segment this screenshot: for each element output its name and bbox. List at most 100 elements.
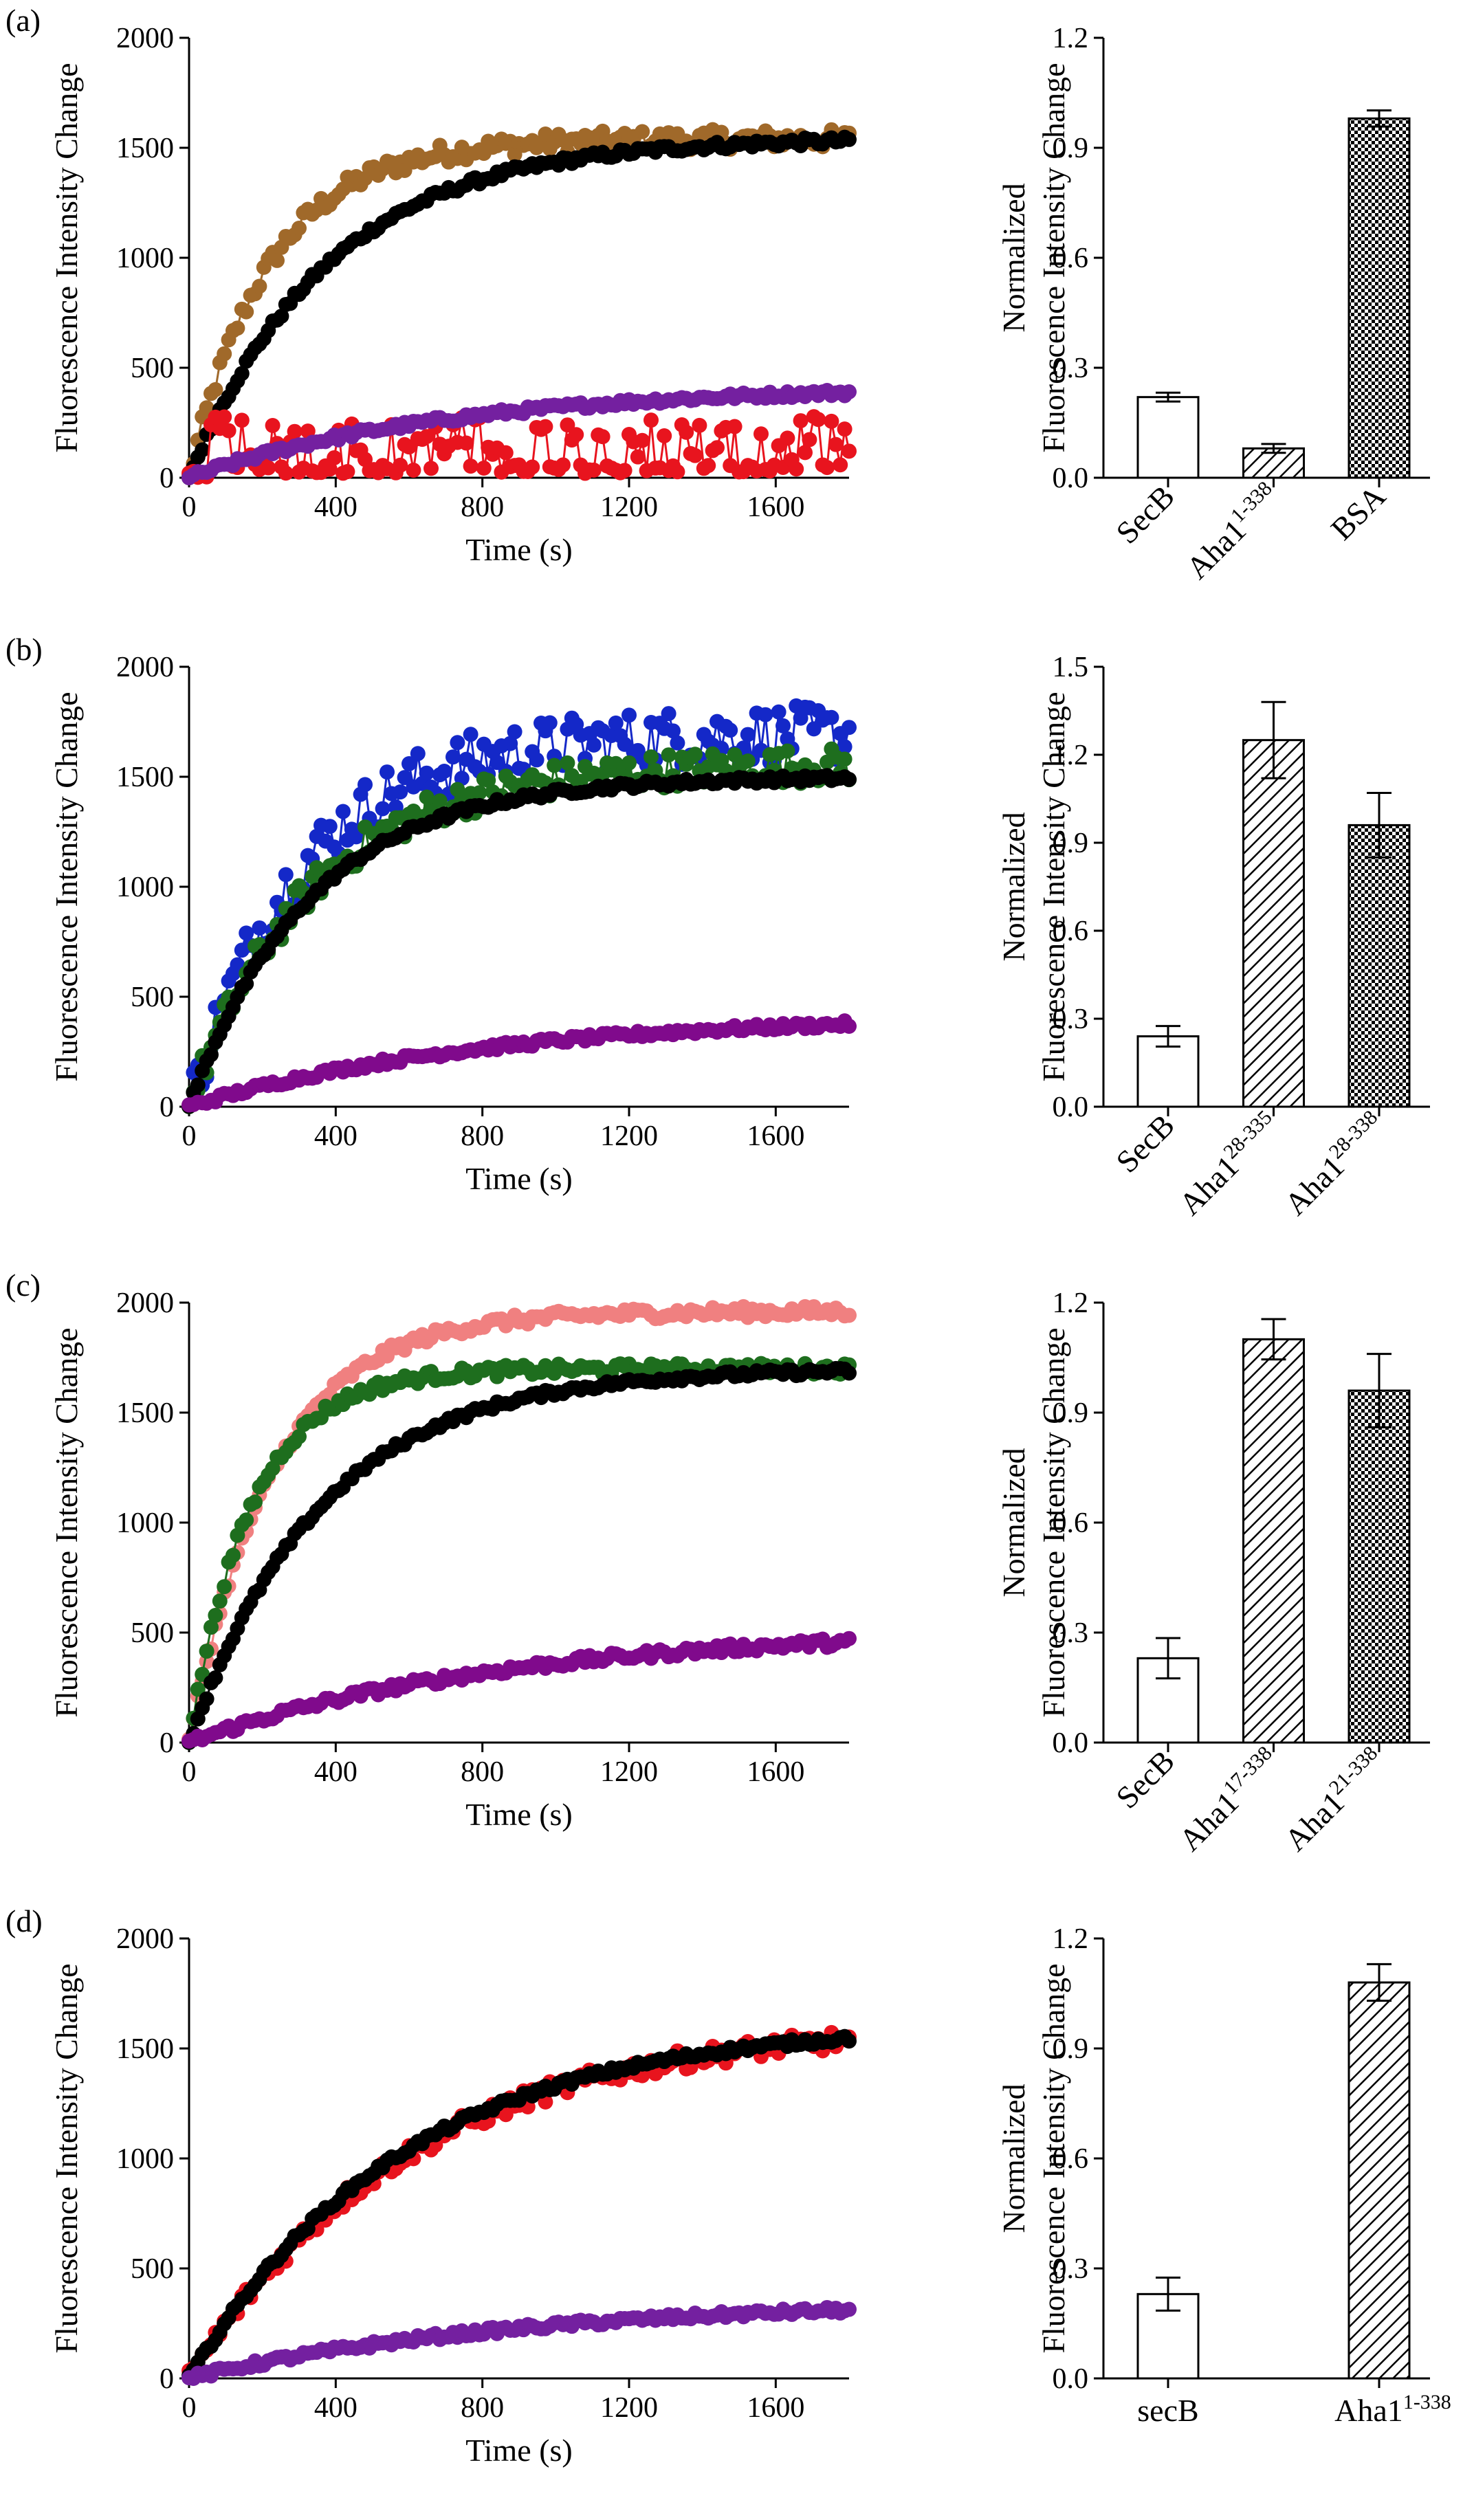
bar-y-tick-label: 0.9 — [1053, 828, 1089, 859]
data-point — [828, 436, 844, 452]
data-point — [842, 1365, 857, 1381]
data-point — [212, 1593, 228, 1609]
y-tick-label: 1000 — [116, 2143, 174, 2175]
series-2 — [182, 1360, 857, 1750]
data-point — [292, 1428, 307, 1444]
data-point — [190, 1681, 206, 1697]
data-point — [437, 764, 452, 780]
x-tick-label: 0 — [182, 1756, 197, 1788]
panel-label: (c) — [6, 1268, 41, 1303]
data-point — [525, 459, 540, 475]
data-point — [740, 753, 756, 769]
data-point — [793, 413, 808, 429]
x-tick-label: 1200 — [600, 2392, 658, 2424]
data-point — [375, 801, 390, 817]
time-course-plot: 0 500 1000 1500 2000 0 400 800 1200 1600 Time (s) F… — [49, 1287, 857, 1832]
x-tick-label: 0 — [182, 1120, 197, 1152]
data-point — [586, 737, 602, 753]
series-3 — [182, 1631, 857, 1749]
data-point — [780, 743, 795, 759]
y-tick-label: 1500 — [116, 762, 174, 793]
data-point — [740, 727, 756, 742]
data-point — [481, 773, 496, 788]
category-label-sup: 28-338 — [1325, 1106, 1382, 1163]
bar-y-tick-label: 0.9 — [1053, 2033, 1089, 2065]
x-tick-label: 0 — [182, 2392, 197, 2424]
data-point — [701, 458, 716, 474]
y-tick-label: 0 — [160, 1092, 174, 1123]
data-point — [221, 423, 236, 439]
data-point — [336, 804, 351, 819]
x-tick-label: 1600 — [747, 1120, 804, 1152]
data-point — [824, 709, 839, 725]
category-label: SecB — [1109, 478, 1181, 551]
y-tick-label: 0 — [160, 2363, 174, 2395]
series-2 — [182, 2299, 857, 2386]
x-tick-label: 400 — [314, 491, 358, 523]
x-axis-title: Time (s) — [465, 1797, 573, 1832]
y-tick-label: 1000 — [116, 872, 174, 903]
data-point — [842, 2033, 857, 2049]
data-point — [842, 443, 857, 459]
data-point — [217, 1579, 232, 1595]
category-label-base: secB — [1137, 2393, 1198, 2428]
data-point — [811, 412, 826, 428]
y-tick-label: 2000 — [116, 652, 174, 683]
panel-3: (d) 0 500 1000 1500 2000 0 400 800 1200 1600 Time (… — [6, 1903, 1451, 2468]
data-point — [406, 463, 421, 478]
x-tick-label: 800 — [461, 1756, 504, 1788]
y-tick-label: 2000 — [116, 1923, 174, 1955]
data-point — [252, 920, 267, 936]
data-point — [476, 460, 492, 476]
data-point — [287, 423, 302, 439]
bar-y-tick-label: 0.6 — [1053, 916, 1089, 947]
category-label-sup: 1-338 — [1403, 2391, 1451, 2413]
y-axis-title: Fluorescence Intensity Change — [49, 1327, 84, 1717]
bar-y-tick-label: 1.2 — [1053, 1287, 1089, 1319]
bar-y-tick-label: 1.2 — [1053, 1923, 1089, 1955]
bar-y-tick-label: 1.2 — [1053, 23, 1089, 54]
data-point — [204, 1047, 219, 1063]
category-label-base: BSA — [1324, 478, 1392, 546]
data-point — [234, 366, 250, 382]
data-point — [837, 751, 852, 767]
data-point — [217, 346, 232, 362]
data-point — [217, 409, 232, 425]
panel-label: (a) — [6, 3, 41, 38]
bar — [1348, 1389, 1411, 1744]
bar-y-tick-label: 1.5 — [1053, 652, 1089, 683]
bar-y-axis-title-line2: Fluorescence Intensity Change — [1036, 1963, 1071, 2353]
panel-label: (d) — [6, 1903, 43, 1938]
bar — [1348, 824, 1411, 1108]
y-tick-label: 500 — [131, 982, 174, 1013]
data-point — [837, 421, 852, 437]
y-tick-label: 2000 — [116, 1287, 174, 1319]
data-point — [820, 460, 835, 476]
data-point — [842, 1307, 857, 1323]
data-point — [771, 704, 786, 720]
bar-y-tick-label: 0.3 — [1053, 1004, 1089, 1035]
data-point — [459, 435, 474, 451]
data-point — [688, 447, 703, 463]
x-tick-label: 1600 — [747, 1756, 804, 1788]
data-point — [199, 1644, 214, 1659]
data-point — [842, 720, 857, 736]
data-point — [239, 976, 254, 992]
data-point — [833, 457, 848, 473]
data-point — [393, 457, 408, 473]
data-point — [842, 1631, 857, 1646]
data-point — [635, 124, 650, 140]
time-course-plot: 0 500 1000 1500 2000 0 400 800 1200 1600 Time (s) F… — [49, 23, 857, 567]
bar — [1242, 739, 1305, 1108]
bar-y-axis-title-line1: Normalized — [996, 812, 1031, 961]
y-tick-label: 2000 — [116, 23, 174, 54]
data-point — [234, 412, 250, 428]
data-point — [270, 252, 285, 268]
data-point — [837, 739, 852, 755]
bar-y-tick-label: 0.0 — [1053, 1092, 1089, 1123]
data-point — [802, 432, 817, 447]
bar-y-tick-label: 0.3 — [1053, 353, 1089, 384]
series-1 — [182, 129, 857, 485]
series-2 — [182, 409, 857, 485]
data-point — [635, 432, 650, 448]
